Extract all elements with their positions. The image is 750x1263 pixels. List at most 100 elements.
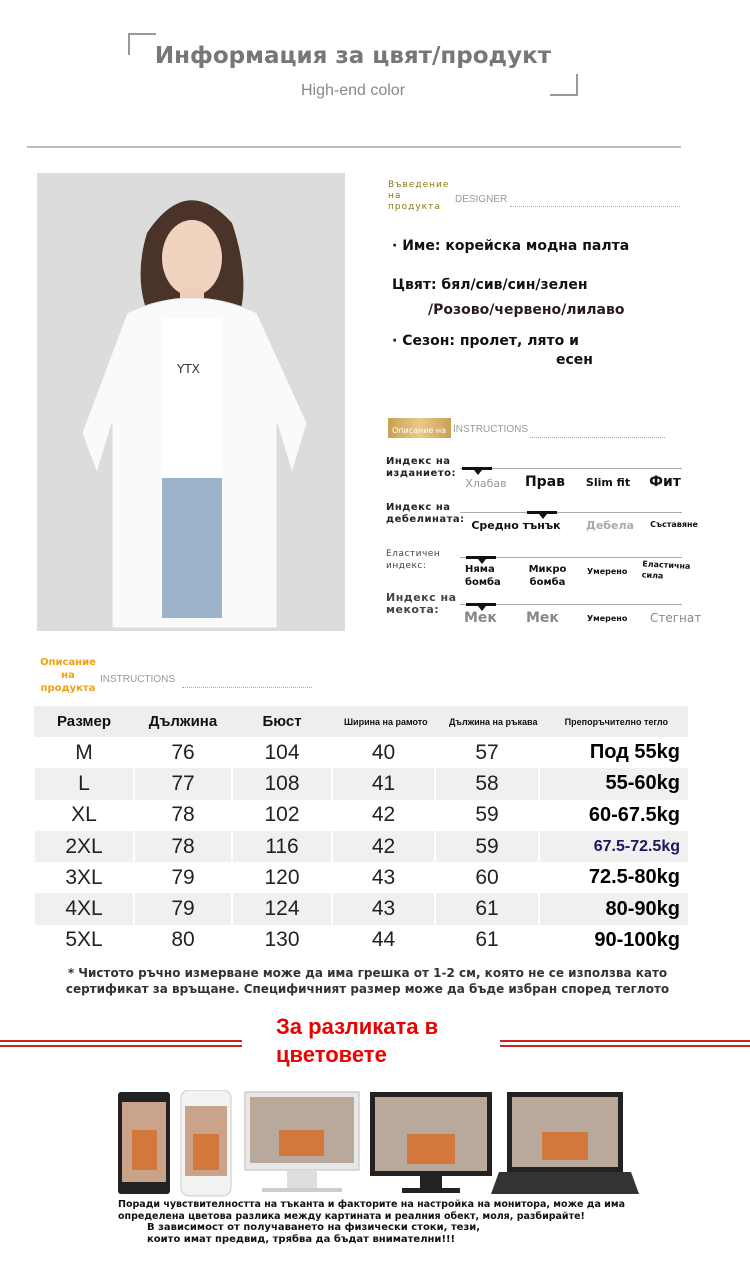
table-cell: 3XL (33, 862, 134, 894)
table-cell: 4XL (33, 893, 134, 925)
table-cell: 59 (434, 799, 539, 831)
table-cell: 78 (133, 799, 232, 831)
thickness-index-label: Индекс на дебелината: (386, 502, 465, 525)
table-cell: 104 (231, 737, 332, 769)
dotted-divider (182, 687, 312, 688)
color-diff-text: Поради чувствителността на тъканта и фак… (118, 1199, 625, 1210)
page-title: Информация за цвят/продукт (154, 43, 552, 69)
weight-cell: 80-90kg (538, 893, 688, 925)
table-row: 3XL 79 120 43 60 72.5-80kg (33, 862, 688, 894)
table-row: M 76 104 40 57 Под 55kg (33, 737, 688, 769)
thickness-option: Съставяне (650, 520, 698, 529)
thickness-option: Средно тънък (471, 519, 561, 532)
scale-line (460, 604, 682, 605)
product-season: · Сезон: пролет, лято и (392, 333, 579, 349)
product-color-2: /Розово/червено/лилаво (428, 302, 625, 318)
product-name: · Име: корейска модна палта (392, 238, 630, 254)
table-cell: 44 (331, 924, 435, 957)
dotted-divider (530, 437, 665, 438)
fit-option: Фит (649, 474, 681, 490)
fit-option: Slim fit (585, 476, 631, 489)
color-diff-text: които имат предвид, трябва да бъдат вним… (147, 1234, 456, 1245)
weight-cell: 72.5-80kg (538, 862, 688, 894)
table-cell: 120 (231, 862, 332, 894)
table-cell: 5XL (33, 924, 134, 957)
scale-marker (527, 511, 557, 519)
table-cell: 42 (331, 799, 435, 831)
weight-cell: 55-60kg (538, 768, 688, 800)
table-cell: 80 (133, 924, 232, 957)
scale-marker (466, 603, 496, 611)
measurement-note: сертификат за връщане. Специфичният разм… (65, 982, 670, 996)
instructions-label: INSTRUCTIONS (453, 424, 528, 435)
elastic-option: Еластична сила (641, 559, 691, 581)
col-header: Дължина на ръкава (435, 706, 539, 737)
weight-cell: Под 55kg (538, 737, 688, 769)
table-cell: 116 (231, 830, 332, 863)
scale-line (460, 557, 682, 558)
elastic-index-label: Еластичен индекс: (386, 549, 441, 571)
color-diff-title: За разликата в (276, 1014, 439, 1039)
softness-option: Стегнат (650, 611, 702, 625)
product-season-2: есен (556, 352, 593, 368)
color-diff-text: В зависимост от получаването на физическ… (147, 1222, 481, 1233)
softness-option: Умерено (587, 614, 628, 623)
col-header: Ширина на рамото (332, 706, 435, 737)
laptop (491, 1092, 639, 1194)
devices-image (117, 1089, 647, 1202)
col-header: Дължина (134, 706, 232, 737)
fit-option: Прав (524, 474, 566, 490)
table-cell: 124 (231, 893, 332, 925)
divider (27, 146, 681, 148)
product-photo: YTX (37, 173, 345, 631)
fit-option: Хлабав (465, 477, 507, 490)
svg-text:YTX: YTX (176, 362, 200, 376)
table-cell: XL (33, 799, 134, 831)
table-cell: 60 (434, 862, 539, 894)
table-header: Размер Дължина Бюст Ширина на рамото Дъл… (34, 706, 688, 737)
table-cell: M (33, 737, 134, 769)
scale-marker (462, 467, 492, 475)
table-cell: 61 (434, 893, 539, 925)
table-row: L 77 108 41 58 55-60kg (33, 768, 688, 800)
table-cell: 108 (231, 768, 332, 800)
product-color: Цвят: бял/сив/син/зелен (392, 277, 588, 293)
weight-cell: 67.5-72.5kg (538, 830, 688, 863)
scale-marker (466, 556, 496, 564)
elastic-option: Няма бомба (465, 564, 501, 588)
size-table: Размер Дължина Бюст Ширина на рамото Дъл… (33, 706, 688, 957)
scale-line (460, 512, 682, 513)
scale-line (460, 468, 682, 469)
imac (244, 1091, 360, 1192)
size-table-label-en: INSTRUCTIONS (100, 674, 175, 685)
table-cell: 77 (133, 768, 232, 800)
corner-bracket (128, 33, 156, 55)
softness-option: Мек (526, 610, 559, 626)
weight-cell: 60-67.5kg (538, 799, 688, 831)
table-row: 4XL 79 124 43 61 80-90kg (33, 893, 688, 925)
elastic-option: Умерено (587, 567, 628, 576)
table-cell: 59 (434, 830, 539, 863)
table-cell: 41 (331, 768, 435, 800)
table-cell: 102 (231, 799, 332, 831)
designer-label: DESIGNER (455, 194, 508, 205)
table-cell: 40 (331, 737, 435, 769)
color-diff-title: цветовете (276, 1042, 387, 1067)
table-cell: 130 (231, 924, 332, 957)
instructions-badge: Описание на (388, 418, 451, 438)
col-header: Размер (34, 706, 134, 737)
size-table-label: Описание на продукта (40, 657, 96, 694)
col-header: Препоръчително тегло (539, 706, 688, 737)
table-cell: 79 (133, 893, 232, 925)
page-subtitle: High-end color (300, 82, 406, 99)
table-row: 5XL 80 130 44 61 90-100kg (33, 924, 688, 957)
table-row: 2XL 78 116 42 59 67.5-72.5kg (33, 830, 688, 863)
table-cell: 57 (434, 737, 539, 769)
table-cell: 58 (434, 768, 539, 800)
table-cell: 61 (434, 924, 539, 957)
table-cell: 2XL (33, 830, 134, 863)
table-cell: 43 (331, 862, 435, 894)
col-header: Бюст (232, 706, 332, 737)
weight-cell: 90-100kg (538, 924, 688, 957)
softness-option: Мек (464, 610, 497, 626)
